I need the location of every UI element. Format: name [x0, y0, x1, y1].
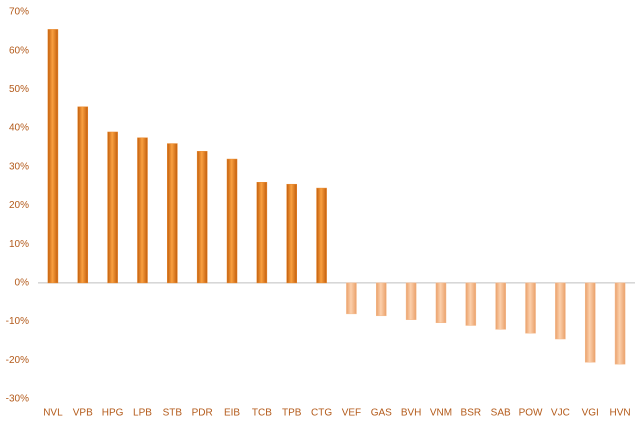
bar: [465, 282, 477, 326]
bar: [107, 131, 118, 284]
y-tick-label: 0%: [15, 278, 30, 289]
x-tick-label: GAS: [371, 408, 392, 419]
x-tick-label: TPB: [282, 408, 302, 419]
y-tick-label: 10%: [9, 239, 29, 250]
bar: [226, 158, 238, 284]
bar: [435, 282, 447, 324]
bar: [495, 282, 506, 330]
y-tick-label: 50%: [9, 84, 29, 95]
bar: [555, 282, 566, 340]
x-tick-label: STB: [163, 408, 183, 419]
x-tick-label: HPG: [102, 408, 124, 419]
bar: [196, 151, 208, 284]
x-tick-label: PDR: [192, 408, 213, 419]
bar: [376, 282, 387, 317]
x-tick-label: VEF: [342, 408, 361, 419]
y-tick-label: -10%: [6, 316, 29, 327]
x-tick-label: TCB: [252, 408, 272, 419]
bar: [346, 282, 357, 315]
bar: [137, 137, 148, 284]
bar: [167, 143, 178, 284]
x-tick-label: SAB: [491, 408, 511, 419]
bar: [316, 187, 327, 284]
bar: [286, 183, 297, 284]
y-tick-label: -30%: [6, 394, 29, 405]
x-tick-label: HVN: [610, 408, 631, 419]
x-tick-label: VJC: [551, 408, 570, 419]
x-tick-label: BVH: [401, 408, 422, 419]
y-tick-label: -20%: [6, 355, 29, 366]
x-tick-label: BSR: [461, 408, 482, 419]
x-tick-label: CTG: [311, 408, 332, 419]
x-tick-label: VGI: [582, 408, 599, 419]
bar: [614, 282, 626, 365]
y-tick-label: 60%: [9, 45, 29, 56]
x-tick-label: LPB: [133, 408, 152, 419]
bar: [256, 182, 268, 284]
bar: [47, 29, 59, 284]
x-tick-label: NVL: [43, 408, 63, 419]
x-tick-label: POW: [519, 408, 543, 419]
x-tick-label: VPB: [73, 408, 93, 419]
bar: [77, 106, 89, 284]
y-tick-label: 40%: [9, 123, 29, 134]
y-tick-label: 30%: [9, 161, 29, 172]
bar: [405, 282, 417, 320]
bar: [525, 282, 536, 334]
x-tick-label: EIB: [224, 408, 240, 419]
bar: [584, 282, 596, 363]
y-tick-label: 70%: [9, 7, 29, 18]
x-tick-label: VNM: [430, 408, 452, 419]
y-tick-label: 20%: [9, 200, 29, 211]
